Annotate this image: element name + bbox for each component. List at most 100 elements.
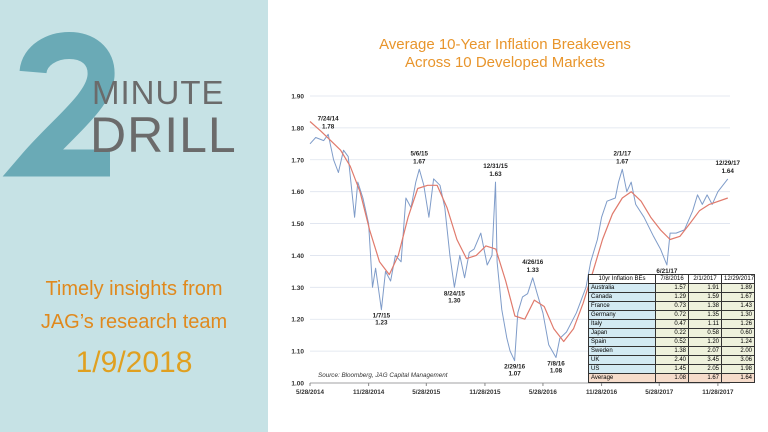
table-cell: 1.38 xyxy=(688,301,722,311)
table-row: US 1.45 2.05 1.98 xyxy=(588,364,755,374)
table-row-label: Sweden xyxy=(588,346,656,356)
annotation-date: 5/6/15 xyxy=(411,150,429,157)
annotation-date: 2/1/17 xyxy=(614,150,632,157)
annotation-value: 1.67 xyxy=(413,158,426,165)
annotation-value: 1.67 xyxy=(616,158,629,165)
table-header: 10yr Inflation BEs 7/8/2016 2/1/2017 12/29/… xyxy=(588,274,755,284)
logo-word-minute: MINUTE xyxy=(92,74,225,111)
annotation-date: 7/24/14 xyxy=(318,115,340,122)
table-row: France 0.73 1.38 1.43 xyxy=(588,301,755,311)
table-cell: 2.05 xyxy=(688,364,722,374)
chart-title: Average 10-Year Inflation Breakevens Acr… xyxy=(300,36,710,72)
x-tick-label: 11/28/2015 xyxy=(469,389,501,396)
table-cell: 1.59 xyxy=(688,292,722,302)
y-tick-label: 1.40 xyxy=(291,253,304,260)
moving-average-line xyxy=(309,121,728,343)
table-cell: 1.91 xyxy=(688,283,722,293)
logo-word-drill: DRILL xyxy=(90,107,237,163)
table-row: Average 1.08 1.67 1.64 xyxy=(588,373,755,383)
table-cell: 1.08 xyxy=(655,373,689,383)
table-row-label: Germany xyxy=(588,310,656,320)
y-tick-label: 1.50 xyxy=(291,221,304,228)
table-cell: 1.89 xyxy=(721,283,755,293)
annotation-value: 1.08 xyxy=(550,367,563,374)
table-cell: 2.00 xyxy=(721,346,755,356)
tagline-line1: Timely insights from xyxy=(45,278,223,300)
table-cell: 0.58 xyxy=(688,328,722,338)
table-cell: 7/8/2016 xyxy=(655,274,689,284)
y-tick-label: 1.00 xyxy=(291,381,304,388)
logo-number-2-shape xyxy=(2,32,115,177)
brand-panel: MINUTE DRILL Timely insights from JAG’s … xyxy=(0,0,268,432)
table-cell: 1.20 xyxy=(688,337,722,347)
table-cell: 0.60 xyxy=(721,328,755,338)
table-row-label: Australia xyxy=(588,283,656,293)
table-cell: 2.40 xyxy=(655,355,689,365)
table-row-label: France xyxy=(588,301,656,311)
table-cell: 1.24 xyxy=(721,337,755,347)
source-note: Source: Bloomberg, JAG Capital Managemen… xyxy=(318,372,448,379)
chart-title-line1: Average 10-Year Inflation Breakevens xyxy=(379,36,631,53)
table-row-label: UK xyxy=(588,355,656,365)
x-tick-label: 11/28/2014 xyxy=(353,389,385,396)
table-cell: 2.07 xyxy=(688,346,722,356)
tagline-line2: JAG’s research team xyxy=(40,311,228,333)
annotation-value: 1.63 xyxy=(489,171,502,178)
table-row: Canada 1.29 1.59 1.67 xyxy=(588,292,755,302)
table-row-label: Spain xyxy=(588,337,656,347)
annotation-value: 1.64 xyxy=(722,168,735,175)
x-tick-label: 5/28/2015 xyxy=(412,389,441,396)
y-tick-label: 1.70 xyxy=(291,157,304,164)
table-cell: 0.52 xyxy=(655,337,689,347)
table-cell: 1.98 xyxy=(721,364,755,374)
x-tick-label: 5/28/2014 xyxy=(296,389,325,396)
chart-subtitle: Across 10 Developed Markets xyxy=(404,54,606,71)
table-row-label: 10yr Inflation BEs xyxy=(588,274,656,284)
y-tick-label: 1.30 xyxy=(291,285,304,292)
annotation-value: 1.23 xyxy=(375,320,388,327)
y-tick-label: 1.20 xyxy=(291,317,304,324)
table-cell: 1.29 xyxy=(655,292,689,302)
table-cell: 1.67 xyxy=(721,292,755,302)
table-row: Italy 0.47 1.11 1.26 xyxy=(588,319,755,329)
table-row: Sweden 1.38 2.07 2.00 xyxy=(588,346,755,356)
table-row: Australia 1.57 1.91 1.89 xyxy=(588,283,755,293)
annotation-date: 7/8/16 xyxy=(547,360,565,367)
annotation-value: 1.30 xyxy=(448,297,461,304)
table-row: UK 2.40 3.45 3.06 xyxy=(588,355,755,365)
table-cell: 0.72 xyxy=(655,310,689,320)
logo-number-graphic xyxy=(2,32,115,177)
x-tick-label: 11/28/2016 xyxy=(586,389,618,396)
table-row-label: Canada xyxy=(588,292,656,302)
annotation-date: 1/7/15 xyxy=(373,313,391,320)
annotation-date: 12/29/17 xyxy=(716,160,741,167)
table-cell: 1.45 xyxy=(655,364,689,374)
x-tick-label: 5/28/2017 xyxy=(645,389,674,396)
table-cell: 0.22 xyxy=(655,328,689,338)
table-cell: 3.06 xyxy=(721,355,755,365)
table-row-label: Japan xyxy=(588,328,656,338)
y-tick-label: 1.90 xyxy=(291,94,304,101)
x-tick-label: 11/28/2017 xyxy=(702,389,734,396)
table-cell: 1.11 xyxy=(688,319,722,329)
y-tick-label: 1.80 xyxy=(291,125,304,132)
table-cell: 1.26 xyxy=(721,319,755,329)
y-tick-label: 1.10 xyxy=(291,349,304,356)
table-cell: 1.67 xyxy=(688,373,722,383)
annotation-date: 6/21/17 xyxy=(656,268,678,275)
publish-date: 1/9/2018 xyxy=(75,346,193,379)
table-cell: 1.64 xyxy=(721,373,755,383)
table-cell: 0.47 xyxy=(655,319,689,329)
table-cell: 1.43 xyxy=(721,301,755,311)
annotation-date: 2/29/16 xyxy=(504,364,526,371)
table-cell: 1.35 xyxy=(688,310,722,320)
x-tick-label: 5/28/2016 xyxy=(529,389,558,396)
annotation-date: 4/26/16 xyxy=(522,259,544,266)
annotation-date: 8/24/15 xyxy=(444,290,466,297)
table-row: Japan 0.22 0.58 0.60 xyxy=(588,328,755,338)
table-row-label: Italy xyxy=(588,319,656,329)
table-cell: 2/1/2017 xyxy=(688,274,722,284)
table-row-label: US xyxy=(588,364,656,374)
table-cell: 0.73 xyxy=(655,301,689,311)
table-cell: 1.30 xyxy=(721,310,755,320)
